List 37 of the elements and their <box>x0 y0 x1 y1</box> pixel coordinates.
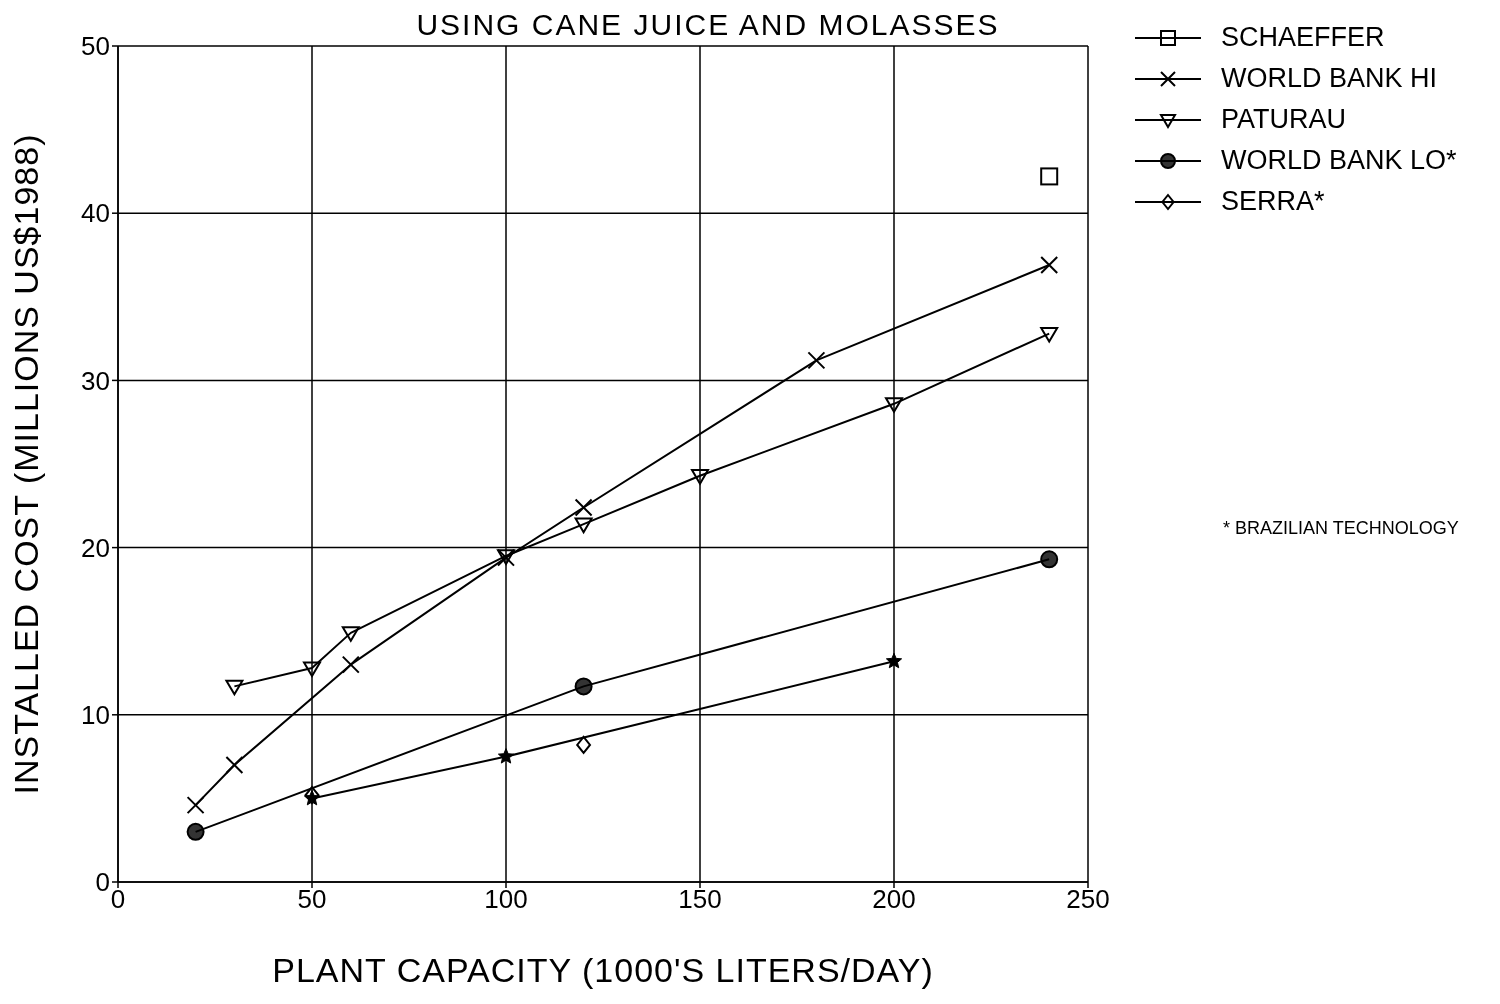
point <box>1040 550 1059 569</box>
point <box>885 397 903 413</box>
x-tick-label: 100 <box>484 884 528 915</box>
point <box>341 626 360 642</box>
point <box>497 748 515 764</box>
legend-label: PATURAU <box>1221 104 1347 135</box>
legend-label: SCHAEFFER <box>1221 22 1385 53</box>
y-tick-label: 20 <box>81 532 110 563</box>
legend-label: WORLD BANK LO* <box>1221 145 1457 176</box>
point <box>225 679 244 696</box>
point <box>574 677 593 696</box>
point <box>1040 256 1059 275</box>
point <box>576 735 591 754</box>
y-tick-label: 40 <box>81 198 110 229</box>
x-tick-label: 250 <box>1066 884 1110 915</box>
point <box>303 661 321 677</box>
point <box>186 822 205 841</box>
y-axis-title: INSTALLED COST (MILLIONS US$1988) <box>7 133 46 795</box>
y-tick-label: 10 <box>81 700 110 731</box>
point <box>807 351 826 370</box>
x-tick-label: 150 <box>678 884 722 915</box>
y-tick-label: 50 <box>81 31 110 62</box>
legend-label: SERRA* <box>1221 186 1325 217</box>
point <box>574 498 593 517</box>
x-axis-title: PLANT CAPACITY (1000'S LITERS/DAY) <box>272 951 934 989</box>
point <box>186 796 205 815</box>
point <box>1040 326 1059 343</box>
x-tick-label: 50 <box>297 884 327 915</box>
point <box>574 517 593 534</box>
y-tick-label: 30 <box>81 365 110 396</box>
legend-label: WORLD BANK HI <box>1221 63 1438 94</box>
text: * BRAZILIAN TECHNOLOGY <box>1223 518 1459 539</box>
x-tick-label: 200 <box>872 884 916 915</box>
point <box>1040 167 1059 186</box>
chart-title: USING CANE JUICE AND MOLASSES <box>415 8 1001 42</box>
point <box>885 652 903 669</box>
point <box>691 469 709 485</box>
